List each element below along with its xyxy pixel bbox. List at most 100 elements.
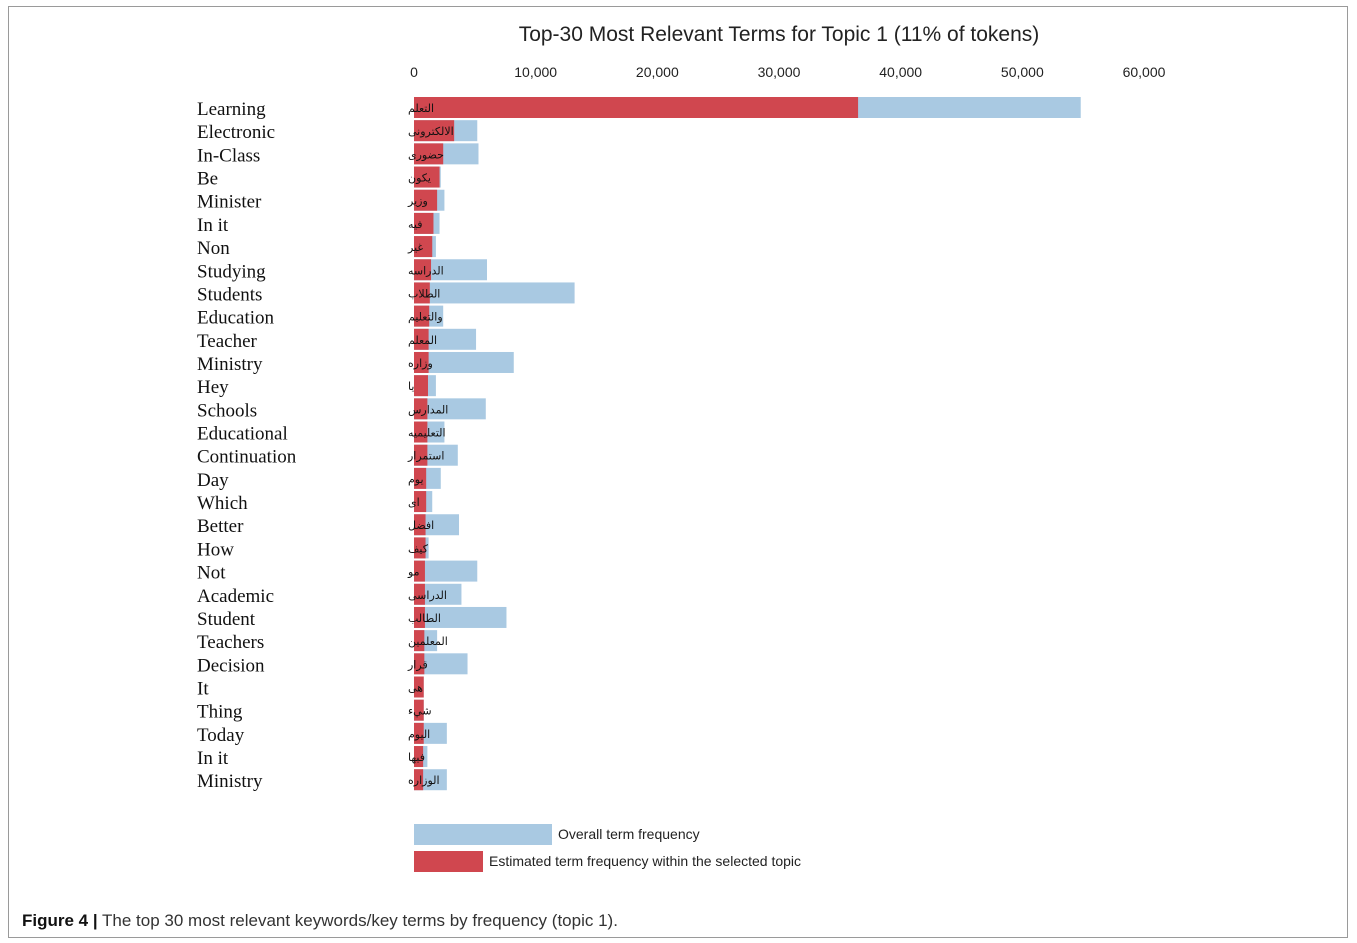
category-arabic-label: وزير: [407, 195, 428, 208]
x-tick-label: 20,000: [636, 64, 679, 80]
bar-topic: [414, 236, 433, 258]
category-arabic-label: الدراسه: [408, 264, 444, 277]
category-arabic-label: فيها: [408, 751, 425, 764]
legend-swatch-overall: [414, 824, 552, 845]
bar-topic: [414, 537, 426, 559]
bar-topic: [414, 606, 425, 628]
chart-title: Top-30 Most Relevant Terms for Topic 1 (…: [519, 23, 1040, 46]
category-english-label: Today: [197, 725, 245, 746]
bar-topic: [414, 676, 424, 698]
category-english-label: Which: [197, 493, 248, 514]
caption-label: Figure 4 |: [22, 911, 98, 930]
x-axis-ticks: 0 10,000 20,000 30,000 40,000 50,000 60,000: [410, 64, 1166, 80]
bar-topic: [414, 166, 440, 188]
bar-topic: [414, 120, 455, 142]
category-english-label: Ministry: [197, 771, 263, 792]
category-english-label: Ministry: [197, 354, 263, 375]
bar-overall: [414, 653, 468, 675]
category-arabic-label: المعلم: [408, 334, 437, 347]
category-arabic-label: وزاره: [408, 357, 433, 370]
category-arabic-label: حضورى: [408, 148, 444, 161]
x-tick-label: 50,000: [1001, 64, 1044, 80]
category-english-label: Teachers: [197, 632, 264, 653]
legend: Overall term frequency Estimated term fr…: [414, 824, 801, 872]
category-english-label: In it: [197, 215, 229, 236]
bar-topic: [414, 351, 429, 373]
bar-overall: [414, 282, 575, 304]
bar-overall: [414, 583, 462, 605]
legend-label-overall: Overall term frequency: [558, 826, 700, 842]
category-english-label: Electronic: [197, 122, 275, 143]
bar-topic: [414, 560, 425, 582]
category-arabic-label: افضل: [408, 519, 434, 532]
category-english-label: In-Class: [197, 145, 260, 166]
bar-overall: [414, 398, 486, 420]
bar-topic: [414, 653, 425, 675]
category-english-label: Student: [197, 609, 256, 630]
category-english-label: In it: [197, 748, 229, 769]
category-arabic-label: يكون: [408, 172, 431, 185]
category-english-label: Schools: [197, 400, 257, 421]
category-english-label: Educational: [197, 424, 288, 445]
bar-topic: [414, 282, 430, 304]
bar-topic: [414, 328, 429, 350]
bar-topic: [414, 746, 424, 768]
bar-topic: [414, 398, 428, 420]
bar-topic: [414, 444, 428, 466]
category-arabic-label: كيف: [408, 542, 429, 555]
bar-topic: [414, 189, 438, 211]
bar-overall: [414, 259, 487, 281]
category-english-label: How: [197, 539, 234, 560]
category-english-label: Better: [197, 516, 244, 537]
category-english-label: Academic: [197, 586, 274, 607]
bar-topic: [414, 375, 428, 397]
category-arabic-label: اليوم: [408, 728, 430, 741]
category-english-label: Continuation: [197, 447, 297, 468]
bar-topic: [414, 722, 424, 744]
bar-topic: [414, 583, 425, 605]
category-labels: Learning التعلم Electronic الالكترونى In-Cla…: [197, 99, 454, 792]
bar-overall: [414, 351, 514, 373]
category-arabic-label: اى: [408, 496, 420, 509]
category-english-label: Thing: [197, 702, 243, 723]
category-english-label: Be: [197, 169, 218, 190]
category-arabic-label: الدراسى: [408, 589, 447, 602]
bar-topic: [414, 259, 432, 281]
caption-text: The top 30 most relevant keywords/key te…: [97, 911, 618, 930]
bar-overall: [414, 328, 477, 350]
bar-topic: [414, 421, 428, 443]
category-arabic-label: يوم: [408, 473, 424, 486]
category-arabic-label: مو: [407, 566, 420, 579]
legend-label-topic: Estimated term frequency within the sele…: [489, 853, 801, 869]
category-arabic-label: الطالب: [408, 612, 441, 625]
bar-topic: [414, 467, 427, 489]
bar-topic: [414, 212, 434, 234]
category-arabic-label: الطلاب: [408, 287, 440, 300]
category-arabic-label: شيء: [408, 705, 432, 718]
bar-topic: [414, 491, 427, 513]
category-english-label: Hey: [197, 377, 229, 398]
category-english-label: Minister: [197, 192, 262, 213]
chart: Top-30 Most Relevant Terms for Topic 1 (…: [197, 23, 1166, 872]
x-tick-label: 30,000: [758, 64, 801, 80]
category-english-label: It: [197, 679, 209, 700]
x-tick-label: 0: [410, 64, 418, 80]
bar-topic: [414, 305, 430, 327]
category-arabic-label: قرار: [407, 658, 428, 671]
category-arabic-label: غير: [407, 241, 423, 254]
category-english-label: Not: [197, 563, 226, 584]
category-english-label: Day: [197, 470, 229, 491]
category-arabic-label: يا: [408, 380, 414, 393]
category-arabic-label: استمرار: [407, 450, 444, 463]
bar-topic: [414, 143, 444, 165]
bar-topic: [414, 514, 426, 536]
category-arabic-label: الوزاره: [408, 774, 440, 787]
category-arabic-label: الالكترونى: [408, 125, 454, 138]
category-arabic-label: التعلم: [408, 102, 434, 115]
category-english-label: Studying: [197, 261, 266, 282]
category-english-label: Learning: [197, 99, 266, 120]
category-english-label: Teacher: [197, 331, 258, 352]
bar-topic: [414, 699, 424, 721]
category-arabic-label: التعليميه: [408, 427, 446, 440]
category-english-label: Students: [197, 284, 262, 305]
